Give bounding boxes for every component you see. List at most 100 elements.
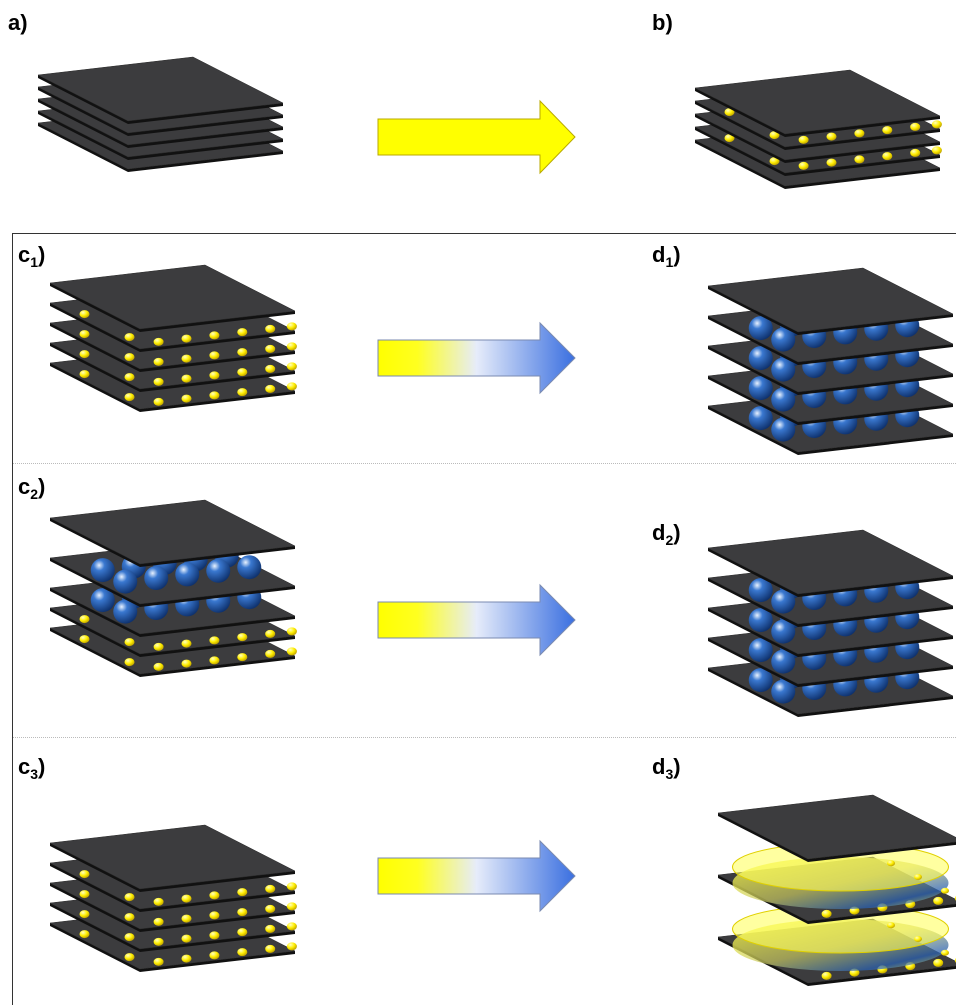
particle: [209, 931, 219, 939]
particle: [887, 860, 895, 866]
particle: [882, 126, 892, 134]
particle: [265, 945, 275, 953]
particle: [932, 146, 942, 154]
particle: [941, 888, 949, 894]
panel-label-part: ): [673, 520, 680, 545]
particle: [287, 922, 297, 930]
particle: [125, 893, 135, 901]
particle: [154, 663, 164, 671]
panel-label-part: ): [673, 754, 680, 779]
particle: [265, 325, 275, 333]
particle: [209, 911, 219, 919]
particle: [125, 373, 135, 381]
particle: [80, 370, 90, 378]
panel-label-part: c: [18, 754, 30, 779]
sheet-stack: [50, 825, 297, 972]
panel-label-part: a): [8, 10, 28, 35]
particle: [882, 152, 892, 160]
panel-label: a): [8, 10, 28, 35]
particle: [287, 382, 297, 390]
particle: [80, 870, 90, 878]
particle: [80, 350, 90, 358]
panel-label-part: d: [652, 242, 665, 267]
particle: [237, 653, 247, 661]
panel-label-part: b): [652, 10, 673, 35]
particle: [827, 133, 837, 141]
particle: [799, 136, 809, 144]
panel-label-part: d: [652, 754, 665, 779]
panel-label: d2): [652, 520, 681, 548]
particle: [125, 353, 135, 361]
particle: [237, 388, 247, 396]
sphere: [206, 559, 230, 583]
particle: [287, 342, 297, 350]
panel-label: c2): [18, 474, 45, 502]
arrow: [378, 841, 575, 911]
panel-label-part: ): [38, 474, 45, 499]
panel-label-sub: 2: [665, 532, 673, 548]
panel-label-part: ): [38, 242, 45, 267]
particle: [237, 348, 247, 356]
particle: [287, 942, 297, 950]
particle: [237, 908, 247, 916]
particle: [209, 371, 219, 379]
particle: [182, 640, 192, 648]
particle: [154, 338, 164, 346]
particle: [209, 951, 219, 959]
particle: [265, 885, 275, 893]
panel-label-sub: 1: [665, 254, 673, 270]
particle: [209, 351, 219, 359]
particle: [154, 643, 164, 651]
particle: [182, 935, 192, 943]
particle: [287, 882, 297, 890]
sheet-stack: [50, 265, 297, 412]
panel-label: c1): [18, 242, 45, 270]
sheet-stack: [718, 795, 956, 986]
particle: [182, 395, 192, 403]
particle: [827, 159, 837, 167]
particle: [125, 953, 135, 961]
particle: [287, 627, 297, 635]
particle: [182, 915, 192, 923]
panel-label: d1): [652, 242, 681, 270]
sphere: [91, 558, 115, 582]
particle: [154, 898, 164, 906]
particle: [154, 938, 164, 946]
particle: [237, 633, 247, 641]
sphere: [144, 566, 168, 590]
particle: [237, 948, 247, 956]
particle: [265, 385, 275, 393]
arrow: [378, 323, 575, 393]
particle: [154, 958, 164, 966]
particle: [822, 910, 832, 918]
particle: [237, 888, 247, 896]
particle: [80, 330, 90, 338]
particle: [910, 123, 920, 131]
arrow: [378, 101, 575, 173]
particle: [125, 913, 135, 921]
particle: [287, 647, 297, 655]
sphere: [113, 570, 137, 594]
particle: [125, 638, 135, 646]
sphere: [237, 555, 261, 579]
particle: [209, 331, 219, 339]
particle: [125, 393, 135, 401]
panel-label-part: c: [18, 474, 30, 499]
particle: [209, 891, 219, 899]
particle: [209, 391, 219, 399]
panel-label: b): [652, 10, 673, 35]
particle: [80, 615, 90, 623]
particle: [914, 936, 922, 942]
panel-label: d3): [652, 754, 681, 782]
particle: [125, 933, 135, 941]
particle: [182, 660, 192, 668]
particle: [80, 930, 90, 938]
sheet-stack: [708, 268, 953, 455]
sheet-stack: [708, 530, 953, 717]
particle: [265, 365, 275, 373]
particle: [932, 120, 942, 128]
particle: [854, 155, 864, 163]
particle: [182, 335, 192, 343]
particle: [287, 902, 297, 910]
particle: [209, 656, 219, 664]
